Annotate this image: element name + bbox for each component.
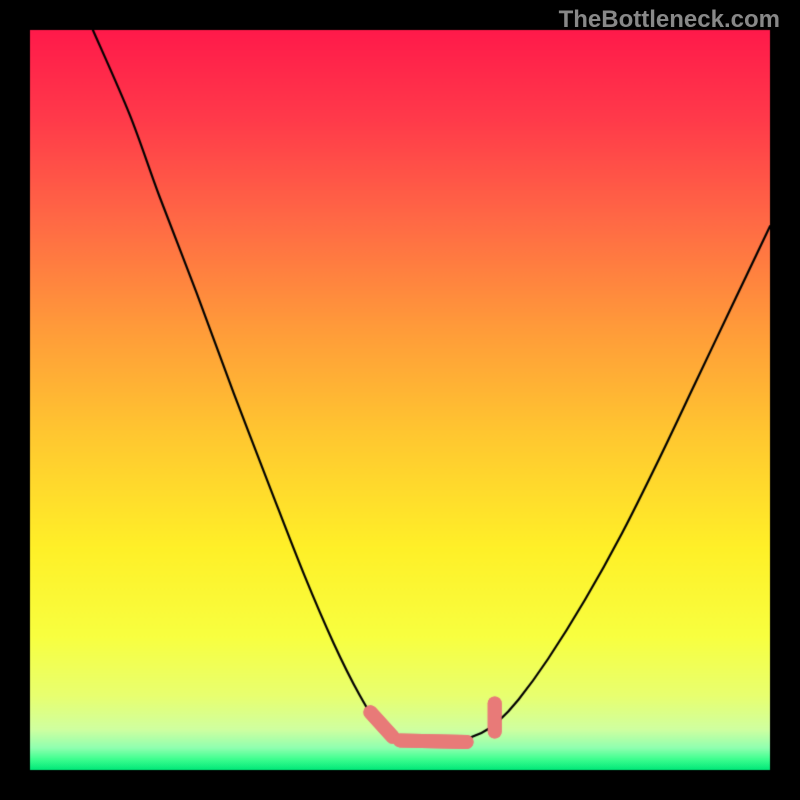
bottleneck-chart [0,0,800,800]
watermark-text: TheBottleneck.com [559,6,780,34]
chart-container: TheBottleneck.com [0,0,800,800]
